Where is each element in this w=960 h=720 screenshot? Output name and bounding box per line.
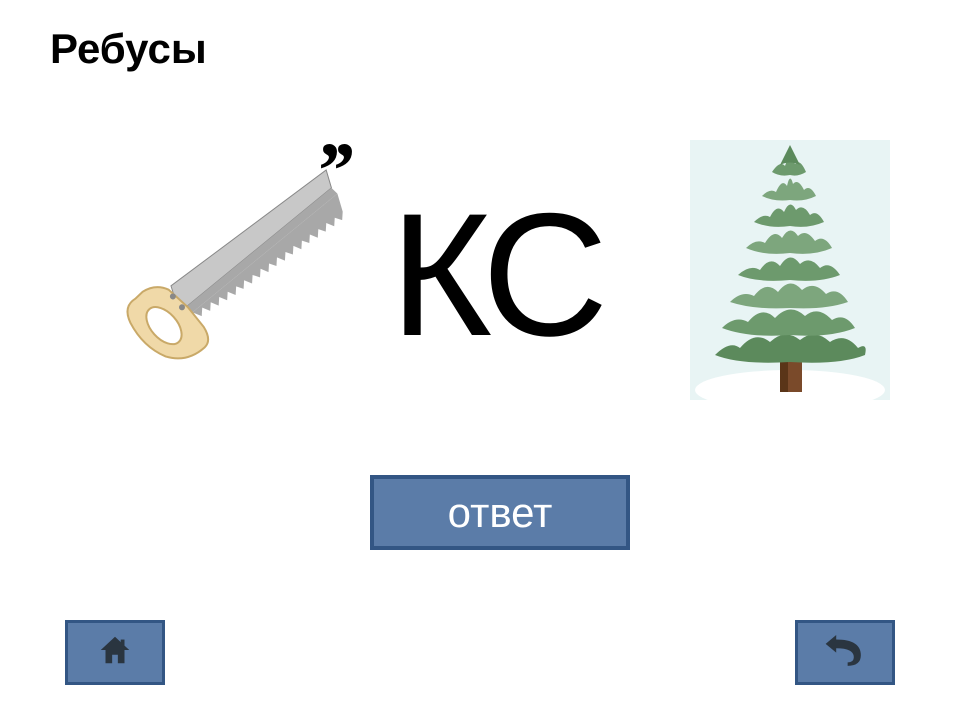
page-title: Ребусы <box>50 25 207 73</box>
return-icon <box>823 631 867 674</box>
rebus-tree-image <box>680 130 900 410</box>
rebus-letters: КС <box>390 175 600 376</box>
answer-button[interactable]: ответ <box>370 475 630 550</box>
rebus-saw-image <box>85 140 385 380</box>
home-button[interactable] <box>65 620 165 685</box>
answer-button-label: ответ <box>448 489 553 537</box>
home-icon <box>96 631 134 674</box>
back-button[interactable] <box>795 620 895 685</box>
